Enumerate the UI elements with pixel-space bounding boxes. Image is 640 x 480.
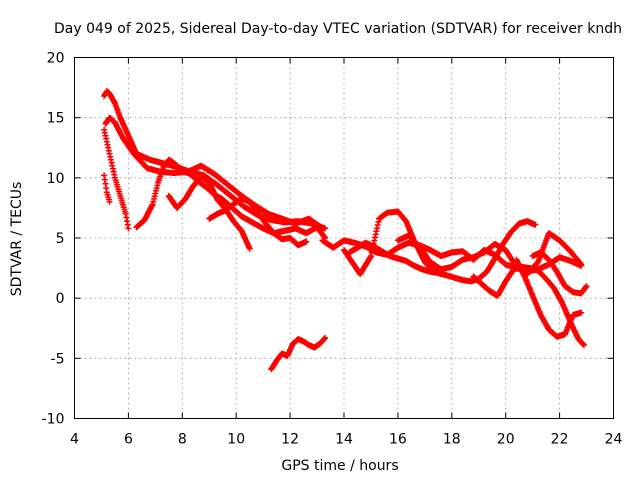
tick-labels: 4 6 8 10 12 14 16 18 20 22 24 -10 -5 0 5 10 15 20 xyxy=(42,51,623,448)
series-track-a xyxy=(101,88,329,232)
data-point-marks xyxy=(101,126,132,232)
x-tick-label: 18 xyxy=(443,432,461,448)
data-point-marks xyxy=(529,249,590,297)
data-point-marks xyxy=(341,208,444,278)
y-tick-label: 20 xyxy=(47,51,65,67)
data-point-marks xyxy=(101,172,113,205)
x-tick-label: 4 xyxy=(70,432,79,448)
x-tick-label: 10 xyxy=(227,432,245,448)
data-markers xyxy=(101,88,590,373)
y-tick-label: 10 xyxy=(47,171,65,187)
data-point-marks xyxy=(268,334,329,373)
series-track-f xyxy=(165,173,253,252)
series-track-o xyxy=(268,334,329,373)
series-track-n xyxy=(529,249,590,297)
series-track-l xyxy=(470,263,587,349)
data-point-marks xyxy=(513,256,585,340)
x-axis-label: GPS time / hours xyxy=(281,458,398,474)
x-tick-label: 6 xyxy=(124,432,133,448)
x-tick-label: 12 xyxy=(281,432,299,448)
series-track-i xyxy=(341,208,444,278)
series-track-g xyxy=(206,195,310,249)
chart-title: Day 049 of 2025, Sidereal Day-to-day VTE… xyxy=(54,21,622,37)
x-tick-label: 24 xyxy=(605,432,623,448)
data-point-marks xyxy=(165,173,253,252)
data-point-marks xyxy=(206,195,310,249)
x-tick-label: 22 xyxy=(551,432,569,448)
series-track-c xyxy=(101,126,132,232)
series-track-e xyxy=(133,156,329,241)
y-tick-label: 15 xyxy=(47,111,65,127)
x-tick-label: 20 xyxy=(497,432,515,448)
x-tick-label: 16 xyxy=(389,432,407,448)
series-track-m xyxy=(513,256,585,340)
data-point-marks xyxy=(470,263,587,349)
y-tick-label: -10 xyxy=(42,412,65,428)
data-point-marks xyxy=(101,88,329,232)
y-tick-label: 5 xyxy=(56,231,65,247)
series-track-d xyxy=(101,172,113,205)
x-tick-label: 8 xyxy=(178,432,187,448)
y-tick-label: 0 xyxy=(56,291,65,307)
y-tick-label: -5 xyxy=(51,351,65,367)
data-point-marks xyxy=(133,156,329,241)
axis-ticks xyxy=(74,57,614,419)
y-axis-label: SDTVAR / TECUs xyxy=(9,182,25,297)
x-tick-label: 14 xyxy=(335,432,353,448)
